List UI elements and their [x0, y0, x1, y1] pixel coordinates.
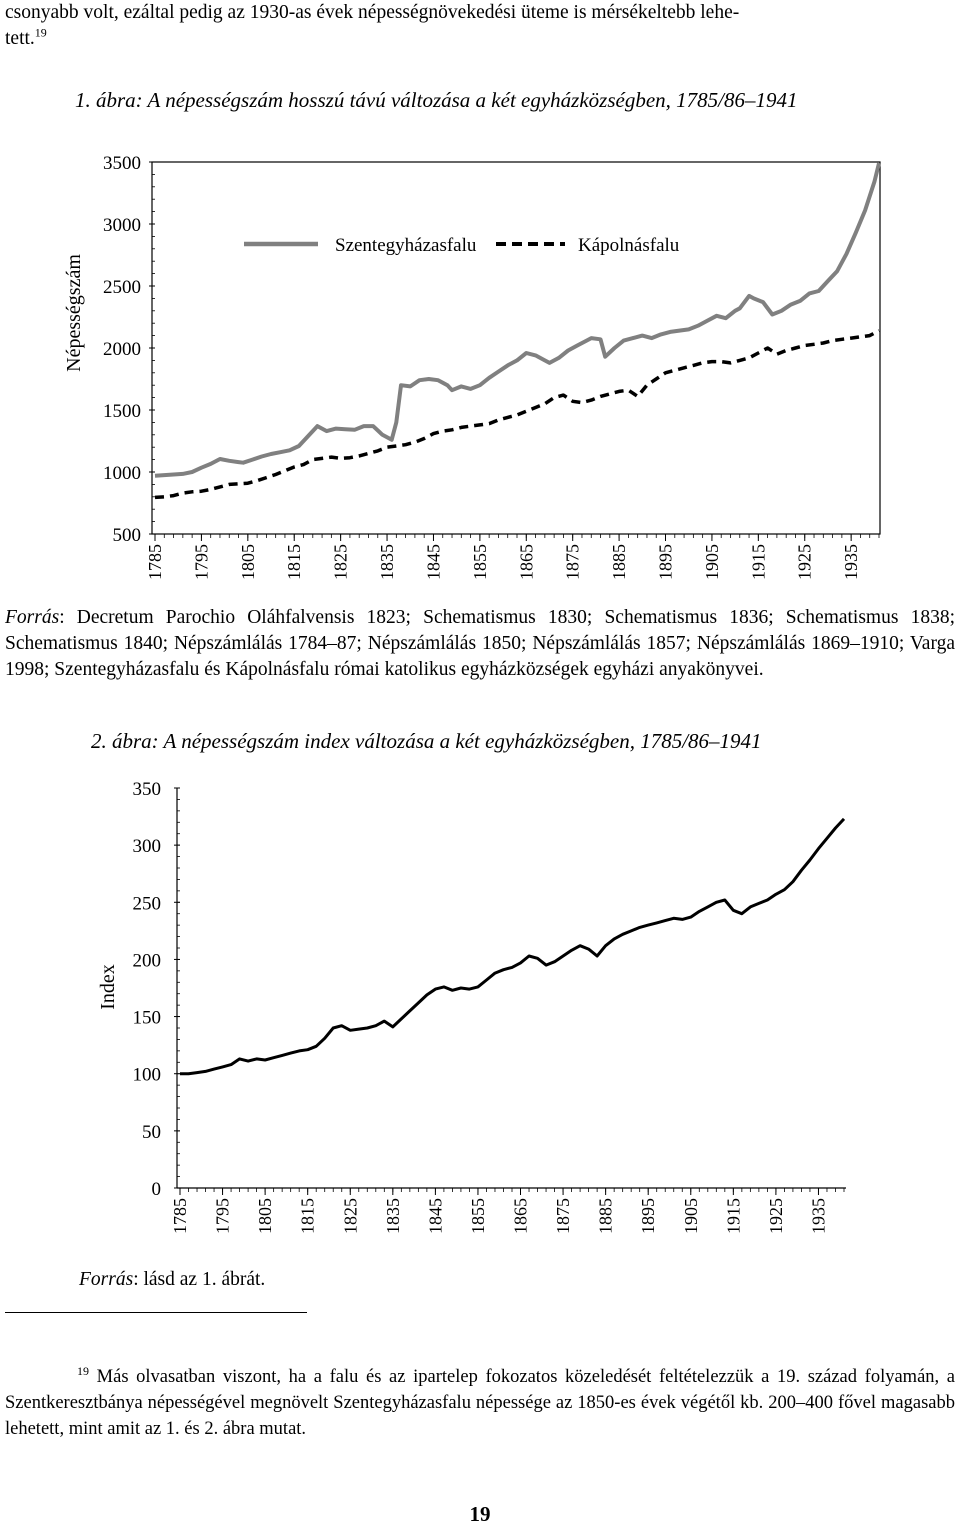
x-tick-label: 1915	[723, 1198, 743, 1234]
x-tick-label: 1905	[681, 1198, 701, 1234]
figure1-source-label: Forrás	[5, 607, 60, 628]
y-tick-label: 150	[133, 1008, 162, 1029]
x-tick-label: 1855	[468, 1198, 488, 1234]
series-line-kapolnasfalu	[154, 329, 880, 500]
x-tick-label: 1875	[553, 1198, 573, 1234]
footnote: 19 Más olvasatban viszont, ha a falu és …	[5, 1364, 955, 1442]
y-tick-label: 2500	[103, 277, 141, 298]
figure2-source: Forrás: lásd az 1. ábrát.	[79, 1267, 265, 1293]
intro-line-1: csonyabb volt, ezáltal pedig az 1930-as …	[5, 2, 740, 23]
intro-line-2: tett.19	[5, 25, 47, 50]
y-tick-label: 1000	[103, 463, 141, 484]
y-tick-label: 3000	[103, 215, 141, 236]
legend-label-szentegyhazasfalu: Szentegyházasfalu	[335, 235, 477, 256]
figure2-chart: 0 50 100 150 200 250 300 350 1785 1795 1805 1815 18…	[97, 779, 846, 1234]
footnote-text: Más olvasatban viszont, ha a falu és az …	[5, 1367, 956, 1439]
y-tick-label: 2000	[103, 339, 141, 360]
x-tick-label: 1815	[284, 544, 304, 580]
x-tick-label: 1855	[470, 544, 490, 580]
x-tick-label: 1825	[331, 544, 351, 580]
y-tick-label: 100	[133, 1065, 162, 1086]
footnote-number: 19	[77, 1363, 89, 1378]
figure2-source-label: Forrás	[79, 1269, 134, 1290]
x-tick-label: 1865	[511, 1198, 531, 1234]
x-tick-label: 1935	[808, 1198, 828, 1234]
x-tick-label: 1885	[609, 544, 629, 580]
x-tick-label: 1825	[340, 1198, 360, 1234]
x-tick-label: 1865	[516, 544, 536, 580]
series-line-index	[180, 817, 846, 1076]
x-tick-label: 1785	[170, 1198, 190, 1234]
x-tick-label: 1885	[596, 1198, 616, 1234]
x-tick-label: 1915	[748, 544, 768, 580]
figure1-ylabel: Népességszám	[63, 254, 85, 372]
page-number: 19	[469, 1502, 491, 1526]
x-tick-label: 1795	[213, 1198, 233, 1234]
x-tick-label: 1805	[255, 1198, 275, 1234]
y-tick-label: 0	[152, 1179, 162, 1200]
y-tick-label: 350	[133, 779, 162, 800]
y-tick-label: 300	[133, 836, 162, 857]
x-tick-label: 1935	[841, 544, 861, 580]
x-tick-label: 1795	[191, 544, 211, 580]
figure1-caption: 1. ábra: A népességszám hosszú távú vált…	[75, 88, 798, 112]
x-tick-label: 1875	[563, 544, 583, 580]
x-tick-label: 1895	[656, 544, 676, 580]
y-tick-label: 50	[142, 1122, 161, 1143]
series-line-szentegyhazasfalu	[154, 162, 881, 478]
y-tick-label: 500	[113, 525, 142, 546]
x-tick-label: 1815	[298, 1198, 318, 1234]
x-tick-label: 1835	[377, 544, 397, 580]
x-tick-label: 1805	[238, 544, 258, 580]
y-tick-label: 250	[133, 893, 162, 914]
figure1-source: Forrás: Decretum Parochio Oláhfalvensis …	[5, 605, 955, 683]
intro-paragraph: csonyabb volt, ezáltal pedig az 1930-as …	[5, 0, 955, 52]
x-tick-label: 1905	[702, 544, 722, 580]
legend-label-kapolnasfalu: Kápolnásfalu	[578, 235, 680, 256]
y-tick-label: 3500	[103, 153, 141, 174]
figure1-source-text: : Decretum Parochio Oláhfalvensis 1823; …	[5, 607, 955, 680]
footnote-rule	[5, 1312, 307, 1313]
figure1-chart: 500 1000 1500 2000 2500 3000 3500 1785 1795 1805…	[63, 153, 881, 580]
figure2-ylabel: Index	[97, 964, 119, 1010]
y-tick-label: 200	[133, 950, 162, 971]
x-tick-label: 1835	[383, 1198, 403, 1234]
x-tick-label: 1925	[766, 1198, 786, 1234]
footnote-ref[interactable]: 19	[34, 25, 47, 40]
x-tick-label: 1785	[145, 544, 165, 580]
x-tick-label: 1845	[423, 544, 443, 580]
x-tick-label: 1845	[425, 1198, 445, 1234]
figure2-caption: 2. ábra: A népességszám index változása …	[91, 729, 762, 753]
x-tick-label: 1925	[795, 544, 815, 580]
figure2-source-text: : lásd az 1. ábrát.	[133, 1269, 266, 1290]
x-tick-label: 1895	[638, 1198, 658, 1234]
y-tick-label: 1500	[103, 401, 141, 422]
